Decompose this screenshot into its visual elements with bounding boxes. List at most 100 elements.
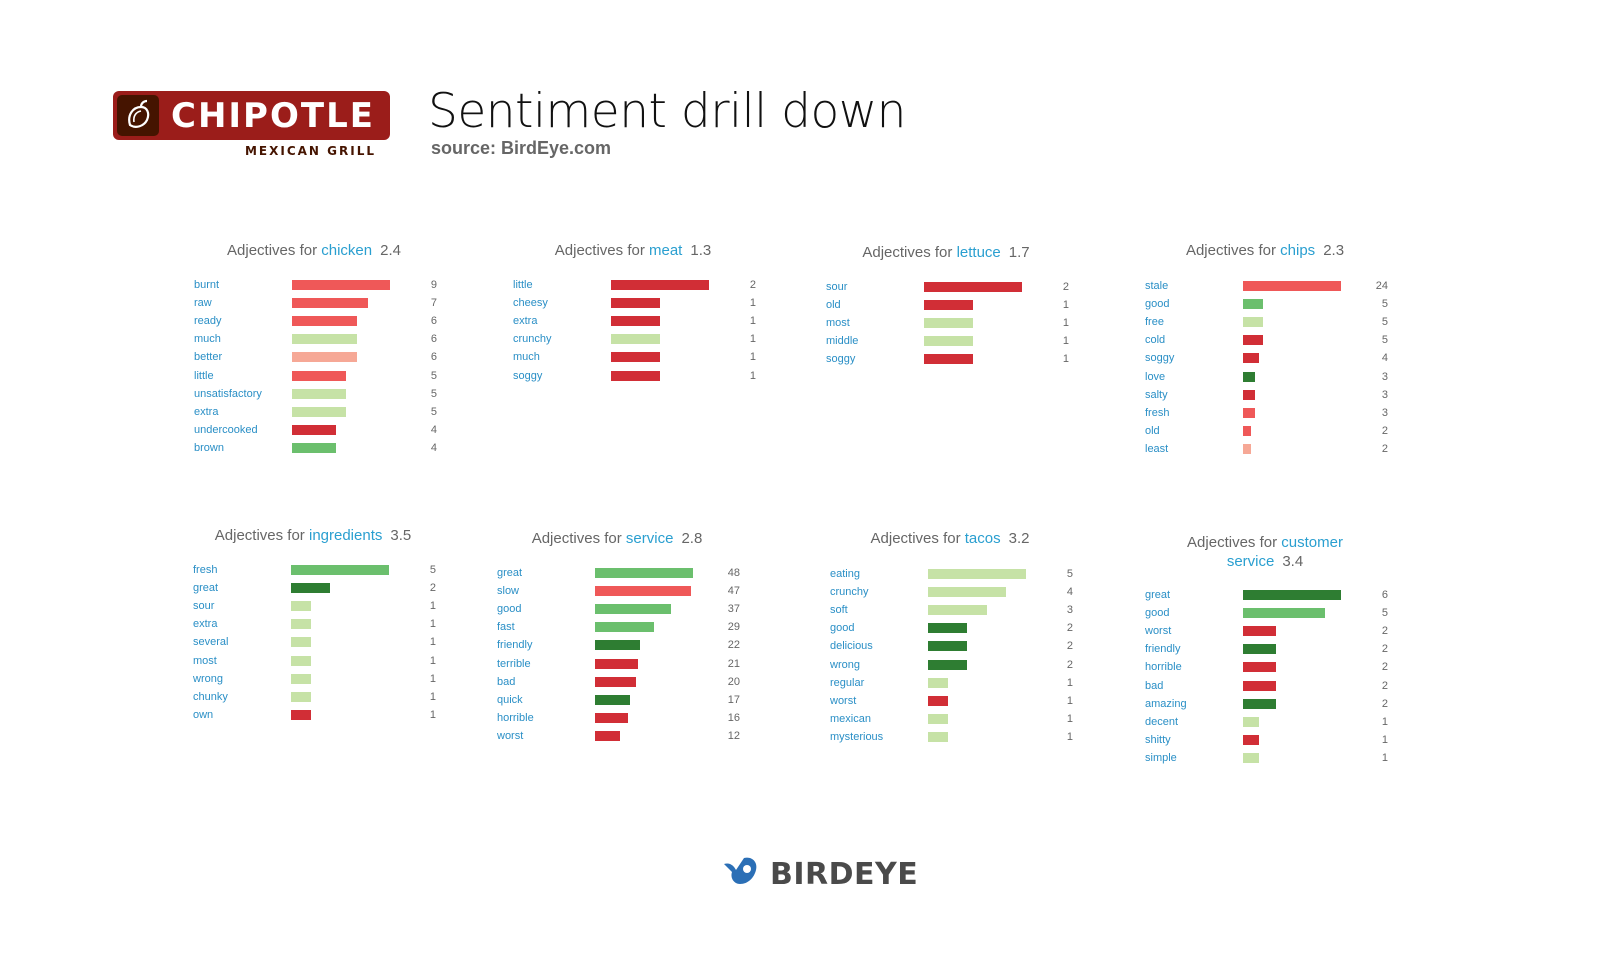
title-keyword: chips	[1280, 242, 1316, 259]
bar-row: own 1	[193, 706, 443, 724]
bar-row: worst 12	[497, 727, 747, 745]
bar-value: 2	[1062, 281, 1069, 293]
bar-label: quick	[497, 693, 523, 706]
bar-row: extra 5	[194, 403, 444, 421]
bar-row: soggy 1	[513, 367, 763, 385]
bar-value: 6	[430, 315, 437, 328]
bar-value: 9	[430, 279, 437, 291]
bar	[928, 731, 948, 742]
birdeye-logo-icon	[722, 852, 762, 897]
bar-label: much	[513, 351, 540, 364]
bar-label: bad	[1145, 679, 1164, 692]
title-score: 3.4	[1282, 553, 1304, 570]
bar-value: 6	[430, 351, 437, 364]
bar-label: delicious	[830, 640, 873, 653]
bar-row: stale 24	[1145, 277, 1395, 295]
bar-row: sour 1	[193, 597, 443, 615]
bar-value: 1	[1062, 317, 1069, 330]
bar	[1243, 443, 1251, 454]
bar-value: 5	[1066, 568, 1073, 580]
bar-label: terrible	[497, 657, 531, 670]
bar-label: great	[497, 567, 523, 579]
bar-label: undercooked	[194, 423, 258, 436]
logo-word: CHIPOTLE	[171, 96, 375, 136]
title-score: 2.8	[681, 530, 703, 547]
title-keyword: customer service	[1226, 534, 1343, 570]
bar-value: 24	[1375, 280, 1388, 292]
bar	[291, 619, 311, 630]
bar-label: extra	[194, 405, 219, 418]
bar-label: regular	[830, 676, 865, 689]
bar-row: most 1	[826, 314, 1076, 332]
bar	[1243, 335, 1263, 346]
bar-row: shitty 1	[1145, 731, 1395, 749]
bar-row: cheesy 1	[513, 294, 763, 312]
title-prefix: Adjectives for	[227, 242, 322, 259]
bar	[1243, 371, 1255, 382]
chipotle-logo: CHIPOTLE MEXICAN GRILL	[113, 91, 390, 161]
bar-row: little 2	[513, 276, 763, 294]
bar-row: worst 1	[830, 692, 1080, 710]
source-text: source: BirdEye.com	[431, 138, 612, 158]
bar	[1243, 608, 1325, 619]
bar-value: 2	[1381, 697, 1388, 710]
pepper-icon	[117, 95, 159, 136]
bar-value: 22	[727, 639, 740, 652]
bar-value: 3	[1066, 604, 1073, 617]
bar-label: most	[193, 654, 217, 667]
bar-value: 1	[1066, 676, 1073, 689]
bar-label: slow	[497, 585, 520, 598]
title-score: 2.3	[1323, 242, 1345, 259]
bar-label: salty	[1145, 388, 1168, 401]
bar-value: 1	[749, 315, 756, 328]
bar-label: free	[1145, 316, 1164, 329]
bar-value: 6	[430, 333, 437, 346]
title-score: 1.3	[690, 242, 712, 259]
chart-chips: Adjectives for chips 2.3 stale 24 good 5 free 5…	[1145, 241, 1395, 501]
bar-label: worst	[1145, 625, 1172, 638]
bar	[1243, 281, 1341, 291]
bar-label: crunchy	[513, 333, 552, 346]
bar-row: most 1	[193, 652, 443, 670]
bar	[928, 605, 987, 616]
bar-value: 5	[1381, 298, 1388, 311]
bar-row: great 48	[497, 564, 747, 582]
bar-row: much 6	[194, 330, 444, 348]
bar-value: 1	[749, 369, 756, 382]
bar	[292, 442, 336, 453]
bar	[595, 640, 640, 651]
bar	[292, 388, 346, 399]
bar	[292, 280, 390, 290]
bar-row: several 1	[193, 633, 443, 651]
chart-title: Adjectives for customer service 3.4	[1175, 533, 1355, 571]
bar-value: 5	[1381, 607, 1388, 620]
bar-row: mysterious 1	[830, 728, 1080, 746]
bar	[928, 641, 967, 652]
bar	[1243, 425, 1251, 436]
bar-label: simple	[1145, 751, 1177, 764]
bar-row: ready 6	[194, 312, 444, 330]
bar-label: eating	[830, 568, 860, 580]
bar	[924, 318, 973, 329]
bar-row: bad 2	[1145, 677, 1395, 695]
bar	[595, 712, 628, 723]
bar	[1243, 353, 1259, 364]
bar	[1243, 644, 1276, 655]
bar-row: soggy 4	[1145, 349, 1395, 367]
bar-row: cold 5	[1145, 331, 1395, 349]
bar-row: friendly 22	[497, 636, 747, 654]
bar-value: 1	[429, 636, 436, 649]
title-keyword: ingredients	[308, 527, 383, 544]
bar	[292, 352, 357, 363]
bar	[928, 713, 948, 724]
bar-row: better 6	[194, 348, 444, 366]
bar-label: much	[194, 333, 221, 346]
bar-label: extra	[513, 315, 538, 328]
bar-value: 5	[429, 564, 436, 576]
chart-title: Adjectives for meat 1.3	[503, 241, 763, 260]
bar	[924, 336, 973, 347]
bar-value: 1	[429, 654, 436, 667]
bar-row: burnt 9	[194, 276, 444, 294]
bar-value: 3	[1381, 406, 1388, 419]
bar-value: 2	[1066, 640, 1073, 653]
